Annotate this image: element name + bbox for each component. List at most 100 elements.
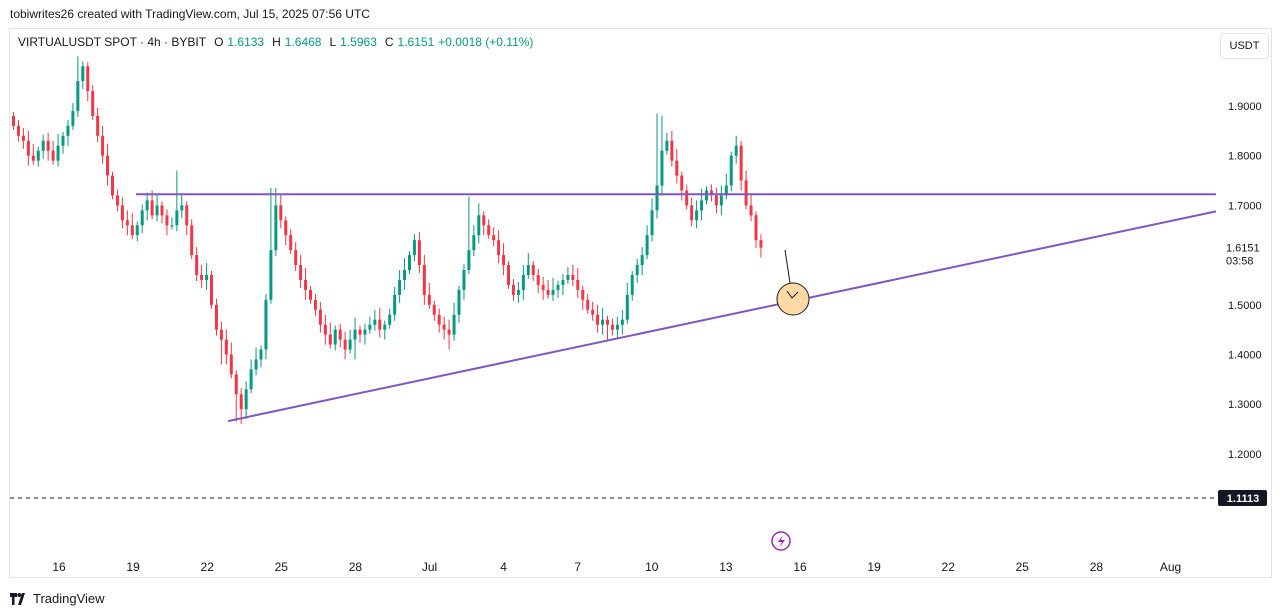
close-value: 1.6151 xyxy=(397,35,435,49)
candle-body xyxy=(120,205,124,221)
candle-body xyxy=(165,215,169,226)
candle-body xyxy=(427,294,431,305)
candle-body xyxy=(398,279,402,295)
candle-body xyxy=(571,274,575,280)
candle-body xyxy=(610,324,614,330)
candle-body xyxy=(36,150,40,161)
candle-body xyxy=(135,225,139,236)
candle-body xyxy=(200,274,204,280)
x-tick-label: 16 xyxy=(793,560,807,574)
candle-body xyxy=(160,205,164,216)
candle-body xyxy=(749,205,753,216)
low-value: 1.5963 xyxy=(340,35,377,49)
candle-body xyxy=(546,289,550,295)
candle-body xyxy=(467,250,471,271)
candle-body xyxy=(299,265,303,280)
support-trendline[interactable] xyxy=(227,210,1217,423)
candle-body xyxy=(130,225,134,236)
candle-body xyxy=(635,265,639,275)
candle-body xyxy=(521,274,525,290)
candle-body xyxy=(111,175,114,196)
candle-body xyxy=(601,319,605,325)
candle-body xyxy=(338,329,342,340)
candle-body xyxy=(264,299,268,350)
candle-body xyxy=(180,205,184,211)
candle-body xyxy=(46,140,50,151)
candle-body xyxy=(353,329,357,340)
symbol-title[interactable]: VIRTUALUSDT SPOT · 4h · BYBIT xyxy=(18,35,207,49)
candle-body xyxy=(81,66,85,82)
candle-body xyxy=(665,140,669,151)
candle-body xyxy=(76,81,80,111)
candle-body xyxy=(516,289,520,295)
candle-body xyxy=(51,150,55,161)
candle-body xyxy=(437,314,441,325)
candle-body xyxy=(229,354,233,375)
candle-body xyxy=(645,235,649,256)
candle-body xyxy=(259,349,263,360)
open-label: O xyxy=(214,35,224,49)
x-tick-label: 28 xyxy=(1090,560,1104,574)
last-price-label: 1.6151 xyxy=(1226,243,1260,255)
candle-body xyxy=(576,279,580,290)
candle-body xyxy=(705,190,708,201)
candle-body xyxy=(269,250,273,300)
candle-body xyxy=(536,274,540,285)
candle-body xyxy=(239,394,243,410)
currency-button[interactable]: USDT xyxy=(1220,33,1269,59)
candle-body xyxy=(685,190,689,206)
candle-body xyxy=(620,319,624,325)
x-tick-label: 7 xyxy=(574,560,581,574)
y-tick-label: 1.3000 xyxy=(1228,399,1262,411)
y-tick-label: 1.9000 xyxy=(1228,101,1262,113)
candle-body xyxy=(150,200,154,216)
target-highlight-circle[interactable] xyxy=(776,282,810,316)
candle-body xyxy=(655,185,659,211)
y-tick-label: 1.5000 xyxy=(1228,300,1262,312)
candle-body xyxy=(115,195,119,206)
candle-body xyxy=(234,374,238,395)
candle-body xyxy=(744,180,748,206)
candle-body xyxy=(412,240,416,256)
candle-body xyxy=(739,145,743,181)
candle-body xyxy=(432,304,436,315)
candle-body xyxy=(195,255,199,275)
candle-body xyxy=(566,274,570,280)
candle-body xyxy=(358,329,362,335)
candle-body xyxy=(408,255,411,271)
y-tick-label: 1.4000 xyxy=(1228,350,1262,362)
y-tick-label: 1.7000 xyxy=(1228,200,1262,212)
open-value: 1.6133 xyxy=(227,35,265,49)
arrow-head-icon xyxy=(786,290,799,299)
candle-body xyxy=(492,235,496,241)
high-value: 1.6468 xyxy=(284,35,322,49)
candle-body xyxy=(91,91,95,116)
candle-body xyxy=(254,359,258,370)
candle-body xyxy=(452,314,456,335)
x-tick-label: 16 xyxy=(52,560,66,574)
candle-countdown-label: 03:58 xyxy=(1226,256,1254,268)
candle-body xyxy=(333,329,337,345)
candle-body xyxy=(284,220,288,236)
candle-body xyxy=(680,175,684,191)
dashed-level-label: 1.1113 xyxy=(1227,493,1259,505)
candle-body xyxy=(759,240,763,248)
candle-body xyxy=(378,319,382,330)
events-icon[interactable] xyxy=(771,531,791,551)
x-tick-label: 22 xyxy=(942,560,956,574)
candle-body xyxy=(348,339,352,350)
x-tick-label: 19 xyxy=(126,560,140,574)
candle-body xyxy=(71,110,75,126)
brand-label: TradingView xyxy=(33,591,105,606)
candle-body xyxy=(274,205,278,251)
candle-body xyxy=(719,195,723,206)
change-value: +0.0018 (+0.11%) xyxy=(438,35,534,49)
candle-body xyxy=(442,324,446,330)
candle-body xyxy=(606,319,609,325)
candle-body xyxy=(581,289,585,300)
candle-body xyxy=(472,235,476,251)
dashed-level-badge xyxy=(1218,489,1267,506)
candle-body xyxy=(56,145,60,161)
